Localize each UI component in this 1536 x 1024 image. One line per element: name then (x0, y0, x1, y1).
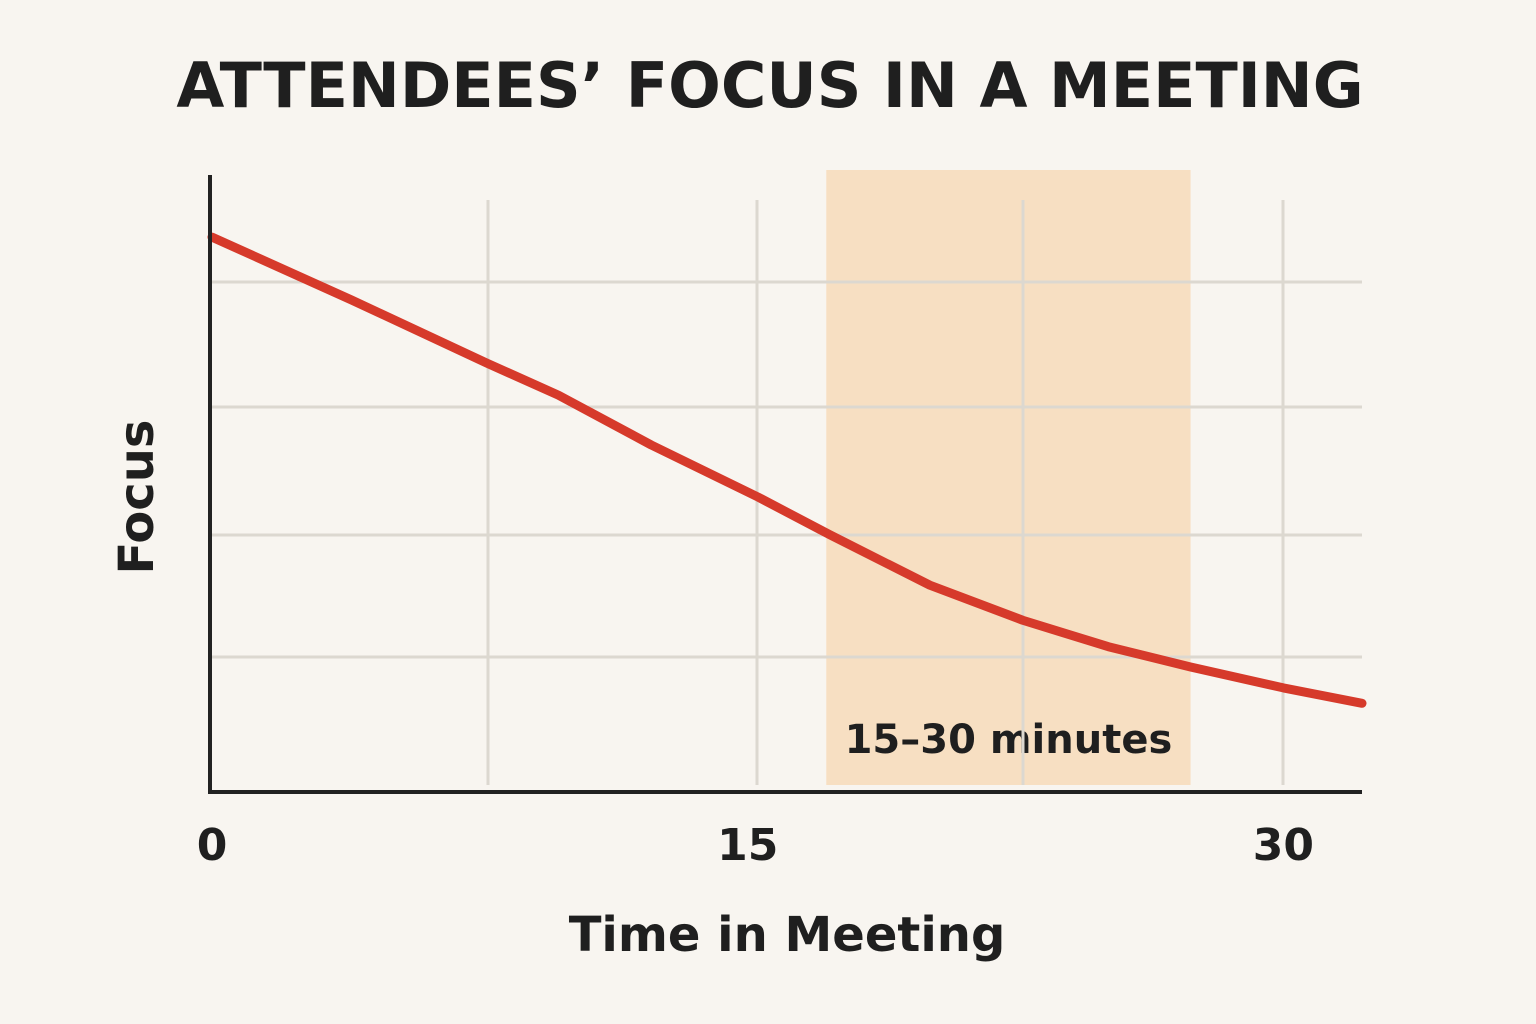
highlight-band (826, 170, 1191, 785)
x-tick-label: 30 (1253, 820, 1314, 871)
axes (208, 175, 1362, 794)
x-tick-label: 15 (717, 820, 778, 871)
highlight-label: 15–30 minutes (845, 717, 1173, 763)
x-axis-label: Time in Meeting (569, 907, 1006, 963)
grid (212, 200, 1362, 785)
x-tick-label: 0 (197, 820, 228, 871)
chart-title: ATTENDEES’ FOCUS IN A MEETING (176, 49, 1363, 122)
plot: 0 15 30 (197, 232, 1367, 871)
band-layer: 15–30 minutes (826, 170, 1191, 785)
data-line (207, 232, 1367, 708)
y-axis-label: Focus (109, 419, 165, 574)
